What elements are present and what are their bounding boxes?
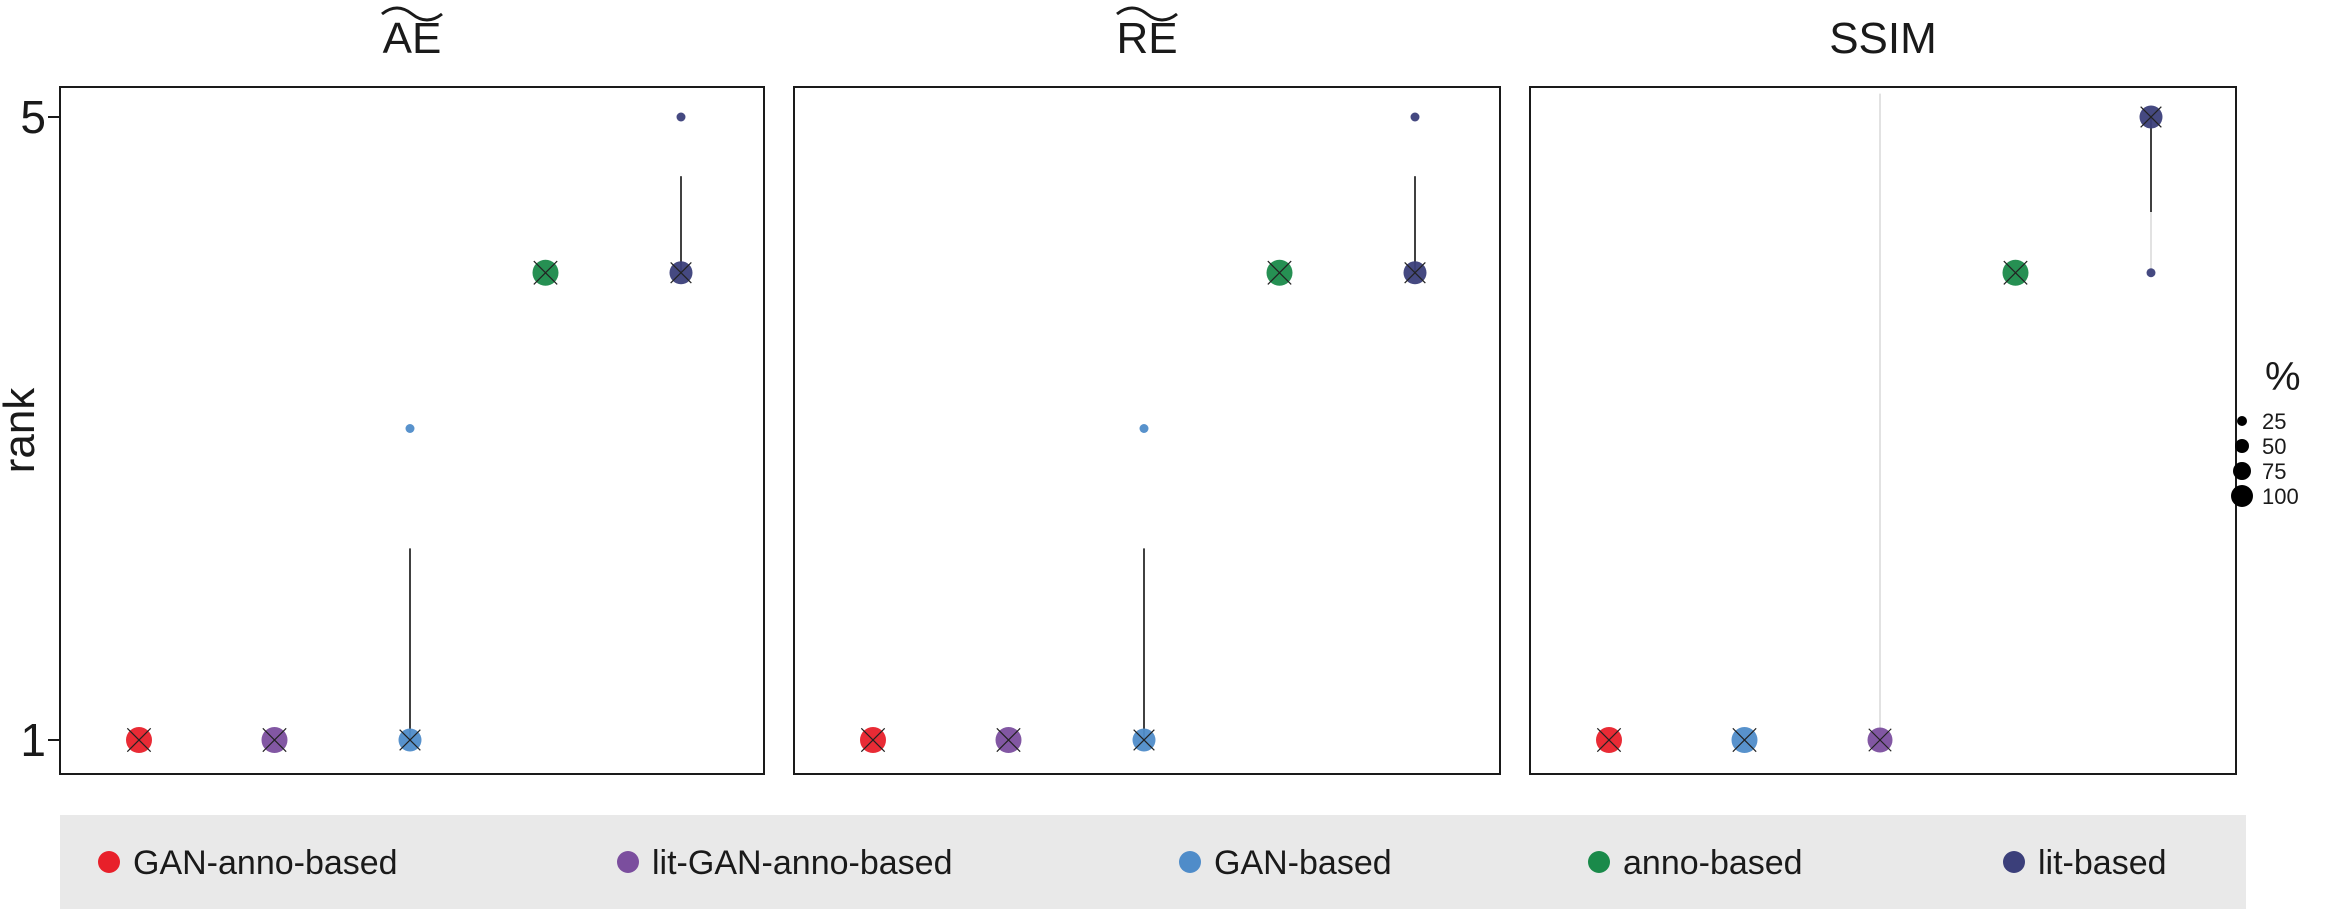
median-cross-marker — [533, 260, 558, 285]
size-legend-label: 25 — [2262, 409, 2286, 434]
legend-color-dot — [98, 851, 120, 873]
size-legend-title: % — [2265, 355, 2301, 399]
data-point — [676, 112, 686, 122]
median-cross-marker — [1267, 260, 1292, 285]
panel-title: RE — [1116, 14, 1177, 63]
median-cross-marker — [1732, 727, 1757, 753]
legend-item: anno-based — [1588, 844, 1803, 882]
legend-color-dot — [1179, 851, 1201, 873]
median-cross-marker — [2140, 106, 2162, 128]
y-axis-label: rank — [0, 387, 44, 474]
panel-frame — [1529, 86, 2237, 775]
legend-label: GAN-anno-based — [133, 844, 398, 882]
legend-item: GAN-based — [1179, 844, 1392, 882]
median-cross-marker — [2003, 260, 2028, 285]
median-cross-marker — [860, 727, 886, 753]
legend-item: GAN-anno-based — [98, 844, 398, 882]
legend-item: lit-GAN-anno-based — [617, 844, 952, 882]
size-legend-dot — [2233, 462, 2251, 480]
y-tick-label: 1 — [20, 714, 46, 766]
panel-1: RE — [793, 6, 1501, 775]
y-tick-label: 5 — [20, 91, 46, 143]
size-legend-dot — [2237, 416, 2247, 426]
legend-color-dot — [1588, 851, 1610, 873]
legend-color-dot — [2003, 851, 2025, 873]
size-legend-dot — [2235, 439, 2249, 453]
data-point — [1139, 424, 1149, 433]
median-cross-marker — [1596, 727, 1622, 753]
size-legend-label: 50 — [2262, 434, 2286, 459]
legend-color-dot — [617, 851, 639, 873]
legend-label: GAN-based — [1214, 844, 1392, 882]
median-cross-marker — [1133, 729, 1155, 751]
size-legend-dot — [2231, 485, 2253, 507]
color-legend: GAN-anno-based lit-GAN-anno-based GAN-base… — [60, 815, 2246, 909]
median-cross-marker — [1404, 261, 1426, 284]
median-cross-marker — [126, 727, 152, 753]
median-cross-marker — [670, 261, 692, 284]
data-point — [1410, 112, 1420, 122]
title-tilde-accent — [381, 6, 443, 22]
panel-0: AE 1 5 rank — [0, 6, 765, 775]
legend-background — [60, 815, 2246, 909]
panel-2: SSIM — [1529, 14, 2237, 775]
median-cross-marker — [399, 729, 421, 751]
title-tilde-accent — [1116, 6, 1178, 22]
size-legend-label: 100 — [2262, 484, 2299, 509]
median-cross-marker — [1868, 728, 1892, 752]
legend-label: lit-GAN-anno-based — [652, 844, 952, 882]
median-cross-marker — [262, 727, 287, 753]
size-legend-label: 75 — [2262, 459, 2286, 484]
data-point — [405, 424, 415, 433]
median-cross-marker — [996, 727, 1021, 753]
legend-label: lit-based — [2038, 844, 2167, 882]
legend-label: anno-based — [1623, 844, 1803, 882]
legend-item: lit-based — [2003, 844, 2167, 882]
panel-title: SSIM — [1829, 14, 1937, 63]
panel-title: AE — [383, 14, 442, 63]
data-point — [2146, 268, 2156, 278]
